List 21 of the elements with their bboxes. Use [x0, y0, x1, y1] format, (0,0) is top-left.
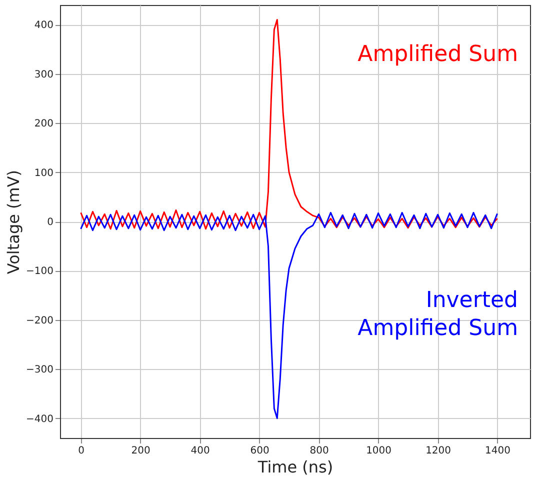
y-tick-label: 0: [47, 217, 54, 228]
x-tick-label: 800: [310, 446, 329, 456]
y-axis-title: Voltage (mV): [4, 170, 24, 274]
y-tick-label: −400: [26, 414, 54, 425]
x-tick-label: 1000: [366, 446, 392, 456]
x-tick-label: 200: [131, 446, 150, 456]
x-tick-label: 0: [78, 446, 85, 456]
y-tick-label: 300: [34, 69, 54, 80]
x-tick-label: 1400: [485, 446, 511, 456]
x-tick-label: 400: [190, 446, 210, 456]
y-tick-label: 100: [34, 168, 54, 179]
text: Amplified Sum: [358, 42, 518, 68]
x-tick-label: 1200: [426, 446, 452, 456]
y-tick-label: −200: [26, 315, 54, 326]
y-tick-label: 200: [34, 118, 54, 130]
y-tick-label: −300: [26, 364, 54, 376]
y-tick-label: −100: [26, 266, 54, 278]
text: Inverted Amplified Sum: [358, 288, 518, 342]
x-tick-label: 600: [250, 446, 270, 456]
y-tick-label: 400: [34, 20, 54, 32]
x-axis-title: Time (ns): [256, 458, 334, 476]
